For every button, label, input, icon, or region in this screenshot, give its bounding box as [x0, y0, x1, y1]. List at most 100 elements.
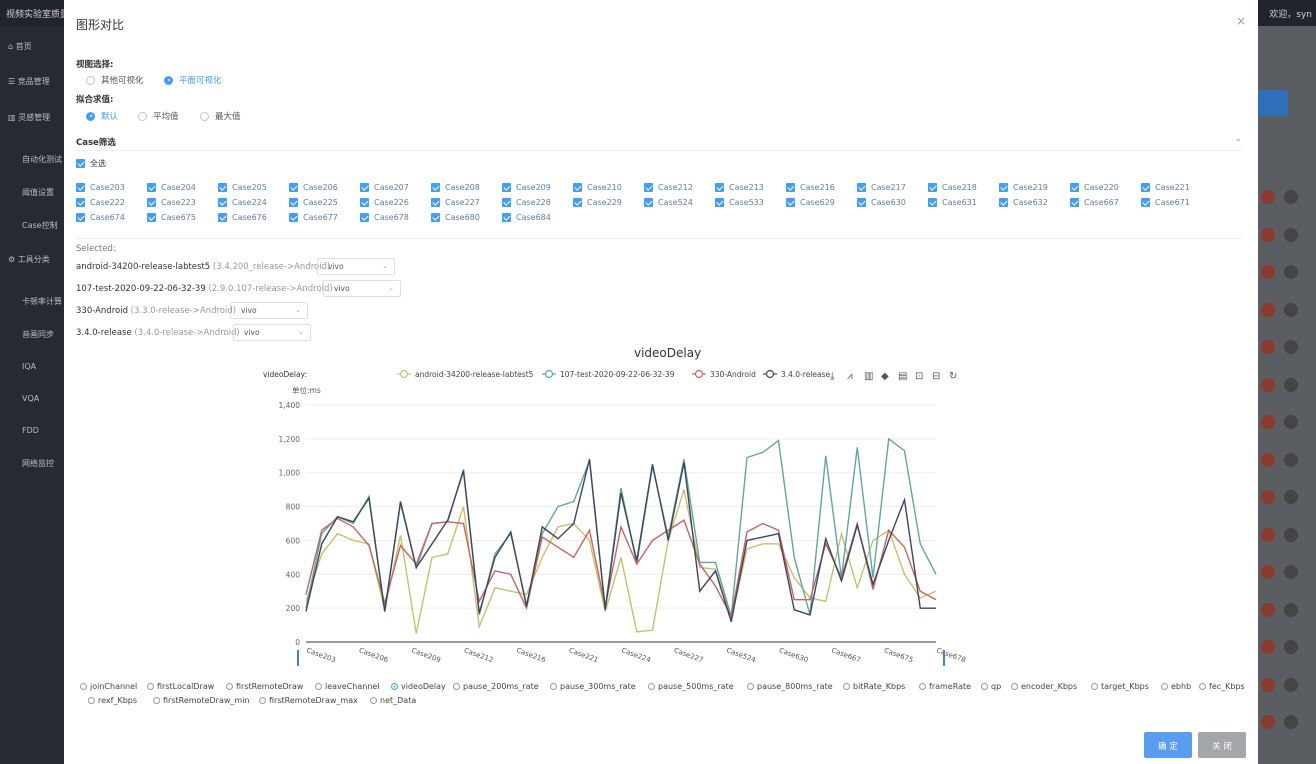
radio-plane-view[interactable]: 平面可视化 [164, 74, 222, 86]
sidebar-item-vqa[interactable]: VQA [22, 394, 40, 403]
chevron-down-icon[interactable]: ⌄ [1234, 134, 1242, 144]
sidebar-item-home[interactable]: ⌂ 首页 [8, 42, 32, 51]
data-view-icon[interactable]: ▤ [898, 371, 907, 382]
metric-radio-videodelay[interactable]: videoDelay [391, 682, 446, 691]
delete-icon [1261, 452, 1275, 467]
sidebar-item-threshold[interactable]: 阈值设置 [22, 188, 54, 197]
metric-radio-qp[interactable]: qp [981, 682, 1001, 691]
stack-icon[interactable]: ◆ [881, 371, 889, 382]
sidebar-item-fdd[interactable]: FDD [22, 426, 39, 435]
case-checkbox-case629[interactable]: Case629 [786, 198, 835, 207]
restore-icon[interactable]: ↻ [949, 371, 957, 382]
zoom-icon[interactable]: ⊡ [915, 371, 923, 382]
case-checkbox-case205[interactable]: Case205 [218, 183, 267, 192]
metric-radio-encoder-kbps[interactable]: encoder_Kbps [1011, 682, 1077, 691]
case-checkbox-case227[interactable]: Case227 [431, 198, 480, 207]
case-checkbox-case684[interactable]: Case684 [502, 213, 551, 222]
chart-title: videoDelay [634, 346, 702, 360]
metric-radio-framerate[interactable]: frameRate [919, 682, 971, 691]
case-checkbox-case208[interactable]: Case208 [431, 183, 480, 192]
case-checkbox-case220[interactable]: Case220 [1070, 183, 1119, 192]
case-checkbox-case533[interactable]: Case533 [715, 198, 764, 207]
case-checkbox-case217[interactable]: Case217 [857, 183, 906, 192]
device-select[interactable]: vivo ⌄ [317, 258, 395, 275]
sidebar-item-network[interactable]: 网络监控 [22, 459, 54, 468]
metric-radio-firstlocaldraw[interactable]: firstLocalDraw [147, 682, 214, 691]
case-checkbox-case221[interactable]: Case221 [1141, 183, 1190, 192]
divider [76, 150, 1242, 151]
case-checkbox-case223[interactable]: Case223 [147, 198, 196, 207]
radio-max[interactable]: 最大值 [200, 110, 241, 122]
case-checkbox-case671[interactable]: Case671 [1141, 198, 1190, 207]
metric-radio-bitrate-kbps[interactable]: bitRate_Kbps [843, 682, 905, 691]
case-checkbox-case219[interactable]: Case219 [999, 183, 1048, 192]
case-checkbox-case209[interactable]: Case209 [502, 183, 551, 192]
case-checkbox-case222[interactable]: Case222 [76, 198, 125, 207]
zoom-reset-icon[interactable]: ⊟ [932, 371, 940, 382]
case-checkbox-case667[interactable]: Case667 [1070, 198, 1119, 207]
sidebar-item-competitor[interactable]: ☰ 竞品管理 [8, 77, 50, 86]
metric-radio-joinchannel[interactable]: joinChannel [80, 682, 137, 691]
case-checkbox-case674[interactable]: Case674 [76, 213, 125, 222]
case-checkbox-case213[interactable]: Case213 [715, 183, 764, 192]
confirm-button[interactable]: 确 定 [1144, 732, 1192, 758]
case-checkbox-case207[interactable]: Case207 [360, 183, 409, 192]
user-greeting[interactable]: 欢迎，syn [1269, 10, 1312, 20]
x-tick-label: Case221 [568, 646, 599, 664]
sidebar-item-iqa[interactable]: IQA [22, 362, 37, 371]
case-checkbox-case631[interactable]: Case631 [928, 198, 977, 207]
device-select[interactable]: vivo ⌄ [233, 324, 311, 341]
metric-radio-pause-300ms-rate[interactable]: pause_300ms_rate [550, 682, 636, 691]
metric-radio-rexf-kbps[interactable]: rexf_Kbps [88, 696, 137, 705]
sidebar-item-tools[interactable]: ⚙ 工具分类 [8, 255, 50, 264]
radio-other-view[interactable]: 其他可视化 [86, 74, 144, 86]
case-checkbox-case228[interactable]: Case228 [502, 198, 551, 207]
sidebar-item-inspiration[interactable]: ▥ 灵感管理 [8, 113, 51, 122]
case-checkbox-case229[interactable]: Case229 [573, 198, 622, 207]
case-checkbox-case206[interactable]: Case206 [289, 183, 338, 192]
metric-radio-firstremotedraw-max[interactable]: firstRemoteDraw_max [259, 696, 358, 705]
metric-radio-pause-200ms-rate[interactable]: pause_200ms_rate [453, 682, 539, 691]
radio-default[interactable]: 默认 [86, 110, 118, 122]
device-select[interactable]: vivo ⌄ [230, 302, 308, 319]
case-checkbox-case677[interactable]: Case677 [289, 213, 338, 222]
case-checkbox-case675[interactable]: Case675 [147, 213, 196, 222]
case-checkbox-case203[interactable]: Case203 [76, 183, 125, 192]
device-select[interactable]: vivo ⌄ [323, 280, 401, 297]
case-checkbox-case678[interactable]: Case678 [360, 213, 409, 222]
case-checkbox-case524[interactable]: Case524 [644, 198, 693, 207]
download-icon[interactable]: ⤓ [830, 371, 835, 382]
case-checkbox-case680[interactable]: Case680 [431, 213, 480, 222]
metric-radio-pause-500ms-rate[interactable]: pause_500ms_rate [648, 682, 734, 691]
metric-radio-firstremotedraw-min[interactable]: firstRemoteDraw_min [153, 696, 249, 705]
case-checkbox-case204[interactable]: Case204 [147, 183, 196, 192]
sidebar-item-stall[interactable]: 卡顿率计算 [22, 297, 62, 306]
case-checkbox-case224[interactable]: Case224 [218, 198, 267, 207]
line-icon[interactable]: ⩘ [847, 371, 853, 382]
sidebar: ⌂ 首页 ☰ 竞品管理 ▥ 灵感管理 自动化测试 阈值设置 Case控制 ⚙ 工… [0, 26, 64, 764]
case-checkbox-case218[interactable]: Case218 [928, 183, 977, 192]
case-checkbox-case216[interactable]: Case216 [786, 183, 835, 192]
sidebar-item-case-control[interactable]: Case控制 [22, 221, 58, 230]
sidebar-item-av-sync[interactable]: 音画同步 [22, 330, 54, 339]
radio-average[interactable]: 平均值 [138, 110, 179, 122]
metric-radio-target-kbps[interactable]: target_Kbps [1091, 682, 1149, 691]
select-all-checkbox[interactable]: 全选 [76, 158, 106, 169]
metric-radio-net-data[interactable]: net_Data [370, 696, 416, 705]
close-icon[interactable]: × [1235, 14, 1246, 28]
case-checkbox-case212[interactable]: Case212 [644, 183, 693, 192]
metric-radio-pause-800ms-rate[interactable]: pause_800ms_rate [747, 682, 833, 691]
case-checkbox-case210[interactable]: Case210 [573, 183, 622, 192]
case-checkbox-case630[interactable]: Case630 [857, 198, 906, 207]
metric-radio-firstremotedraw[interactable]: firstRemoteDraw [226, 682, 303, 691]
case-checkbox-case676[interactable]: Case676 [218, 213, 267, 222]
case-checkbox-case632[interactable]: Case632 [999, 198, 1048, 207]
metric-radio-fec-kbps[interactable]: fec_Kbps [1199, 682, 1245, 691]
close-button[interactable]: 关 闭 [1198, 732, 1246, 758]
case-checkbox-case225[interactable]: Case225 [289, 198, 338, 207]
sidebar-item-automation[interactable]: 自动化测试 [22, 155, 62, 164]
bar-icon[interactable]: ▥ [864, 371, 873, 382]
metric-radio-leavechannel[interactable]: leaveChannel [315, 682, 380, 691]
metric-radio-ebhb[interactable]: ebhb [1161, 682, 1191, 691]
case-checkbox-case226[interactable]: Case226 [360, 198, 409, 207]
